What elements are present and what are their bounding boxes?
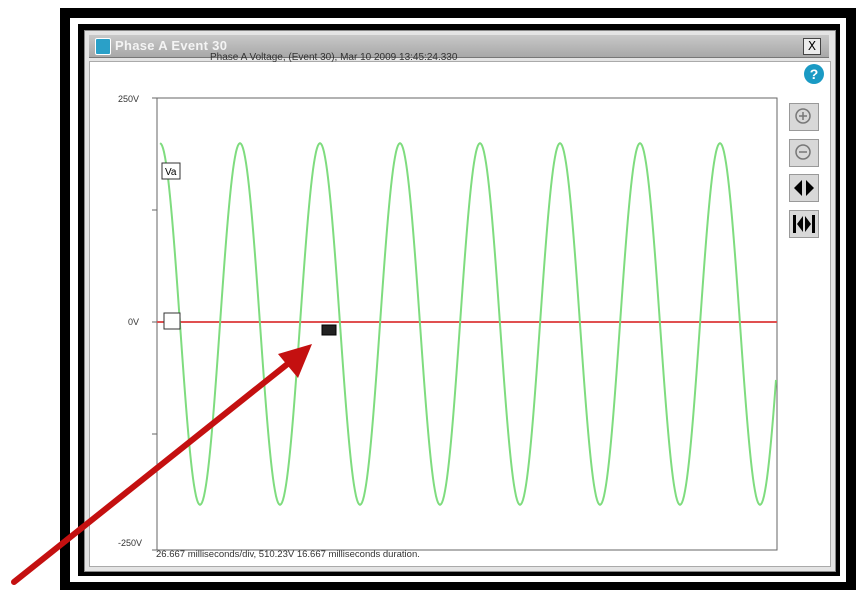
plot-title: Phase A Voltage, (Event 30), Mar 10 2009… [210,52,458,63]
window-title: Phase A Event 30 [115,38,228,53]
cursor-marker [321,324,337,336]
y-top-label: 250V [118,94,140,104]
arrow-shaft [11,359,293,585]
y-bottom-label: -250V [118,538,143,548]
pan-icon [794,180,814,196]
va-marker-box [161,162,181,180]
zoom-in-button[interactable] [789,103,819,131]
y-zero-label: 0V [128,317,140,327]
help-icon[interactable]: ? [804,64,824,84]
zoom-out-icon [795,144,811,160]
waveform-line [159,142,777,506]
titlebar: Phase A Event 30 X [89,35,829,58]
zoom-out-button[interactable] [789,139,819,167]
arrow-head [278,344,312,378]
zoom-in-icon [795,108,811,124]
pan-button[interactable] [789,174,819,202]
zero-marker [163,312,181,330]
app-icon [95,38,111,55]
fit-button[interactable] [789,210,819,238]
fit-icon [793,215,815,233]
status-line: 26.667 milliseconds/div, 510.23V 16.667 … [156,549,420,560]
close-button[interactable]: X [803,38,821,55]
va-marker: Va [165,167,177,178]
